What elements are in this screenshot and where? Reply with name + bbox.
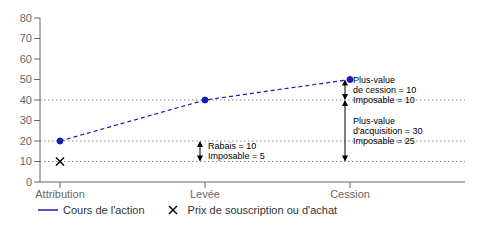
svg-text:Cession: Cession	[330, 188, 370, 200]
svg-text:0: 0	[26, 176, 32, 188]
svg-text:Levée: Levée	[190, 188, 220, 200]
svg-text:Plus-valuede cession = 10Impos: Plus-valuede cession = 10Imposable = 10	[353, 75, 416, 105]
svg-text:Attribution: Attribution	[35, 188, 85, 200]
svg-text:40: 40	[20, 94, 32, 106]
svg-text:20: 20	[20, 135, 32, 147]
svg-text:Rabais = 10Imposable = 5: Rabais = 10Imposable = 5	[208, 141, 265, 161]
svg-text:50: 50	[20, 73, 32, 85]
svg-text:70: 70	[20, 32, 32, 44]
svg-text:Plus-valued'acquisition = 30Im: Plus-valued'acquisition = 30Imposable = …	[353, 116, 423, 146]
svg-text:10: 10	[20, 155, 32, 167]
html-text:Prix de souscription ou d'acha: Prix de souscription ou d'achat	[187, 204, 338, 216]
svg-text:80: 80	[20, 12, 32, 24]
html-text:Cours de l'action: Cours de l'action	[63, 204, 145, 216]
svg-text:60: 60	[20, 53, 32, 65]
svg-text:30: 30	[20, 114, 32, 126]
